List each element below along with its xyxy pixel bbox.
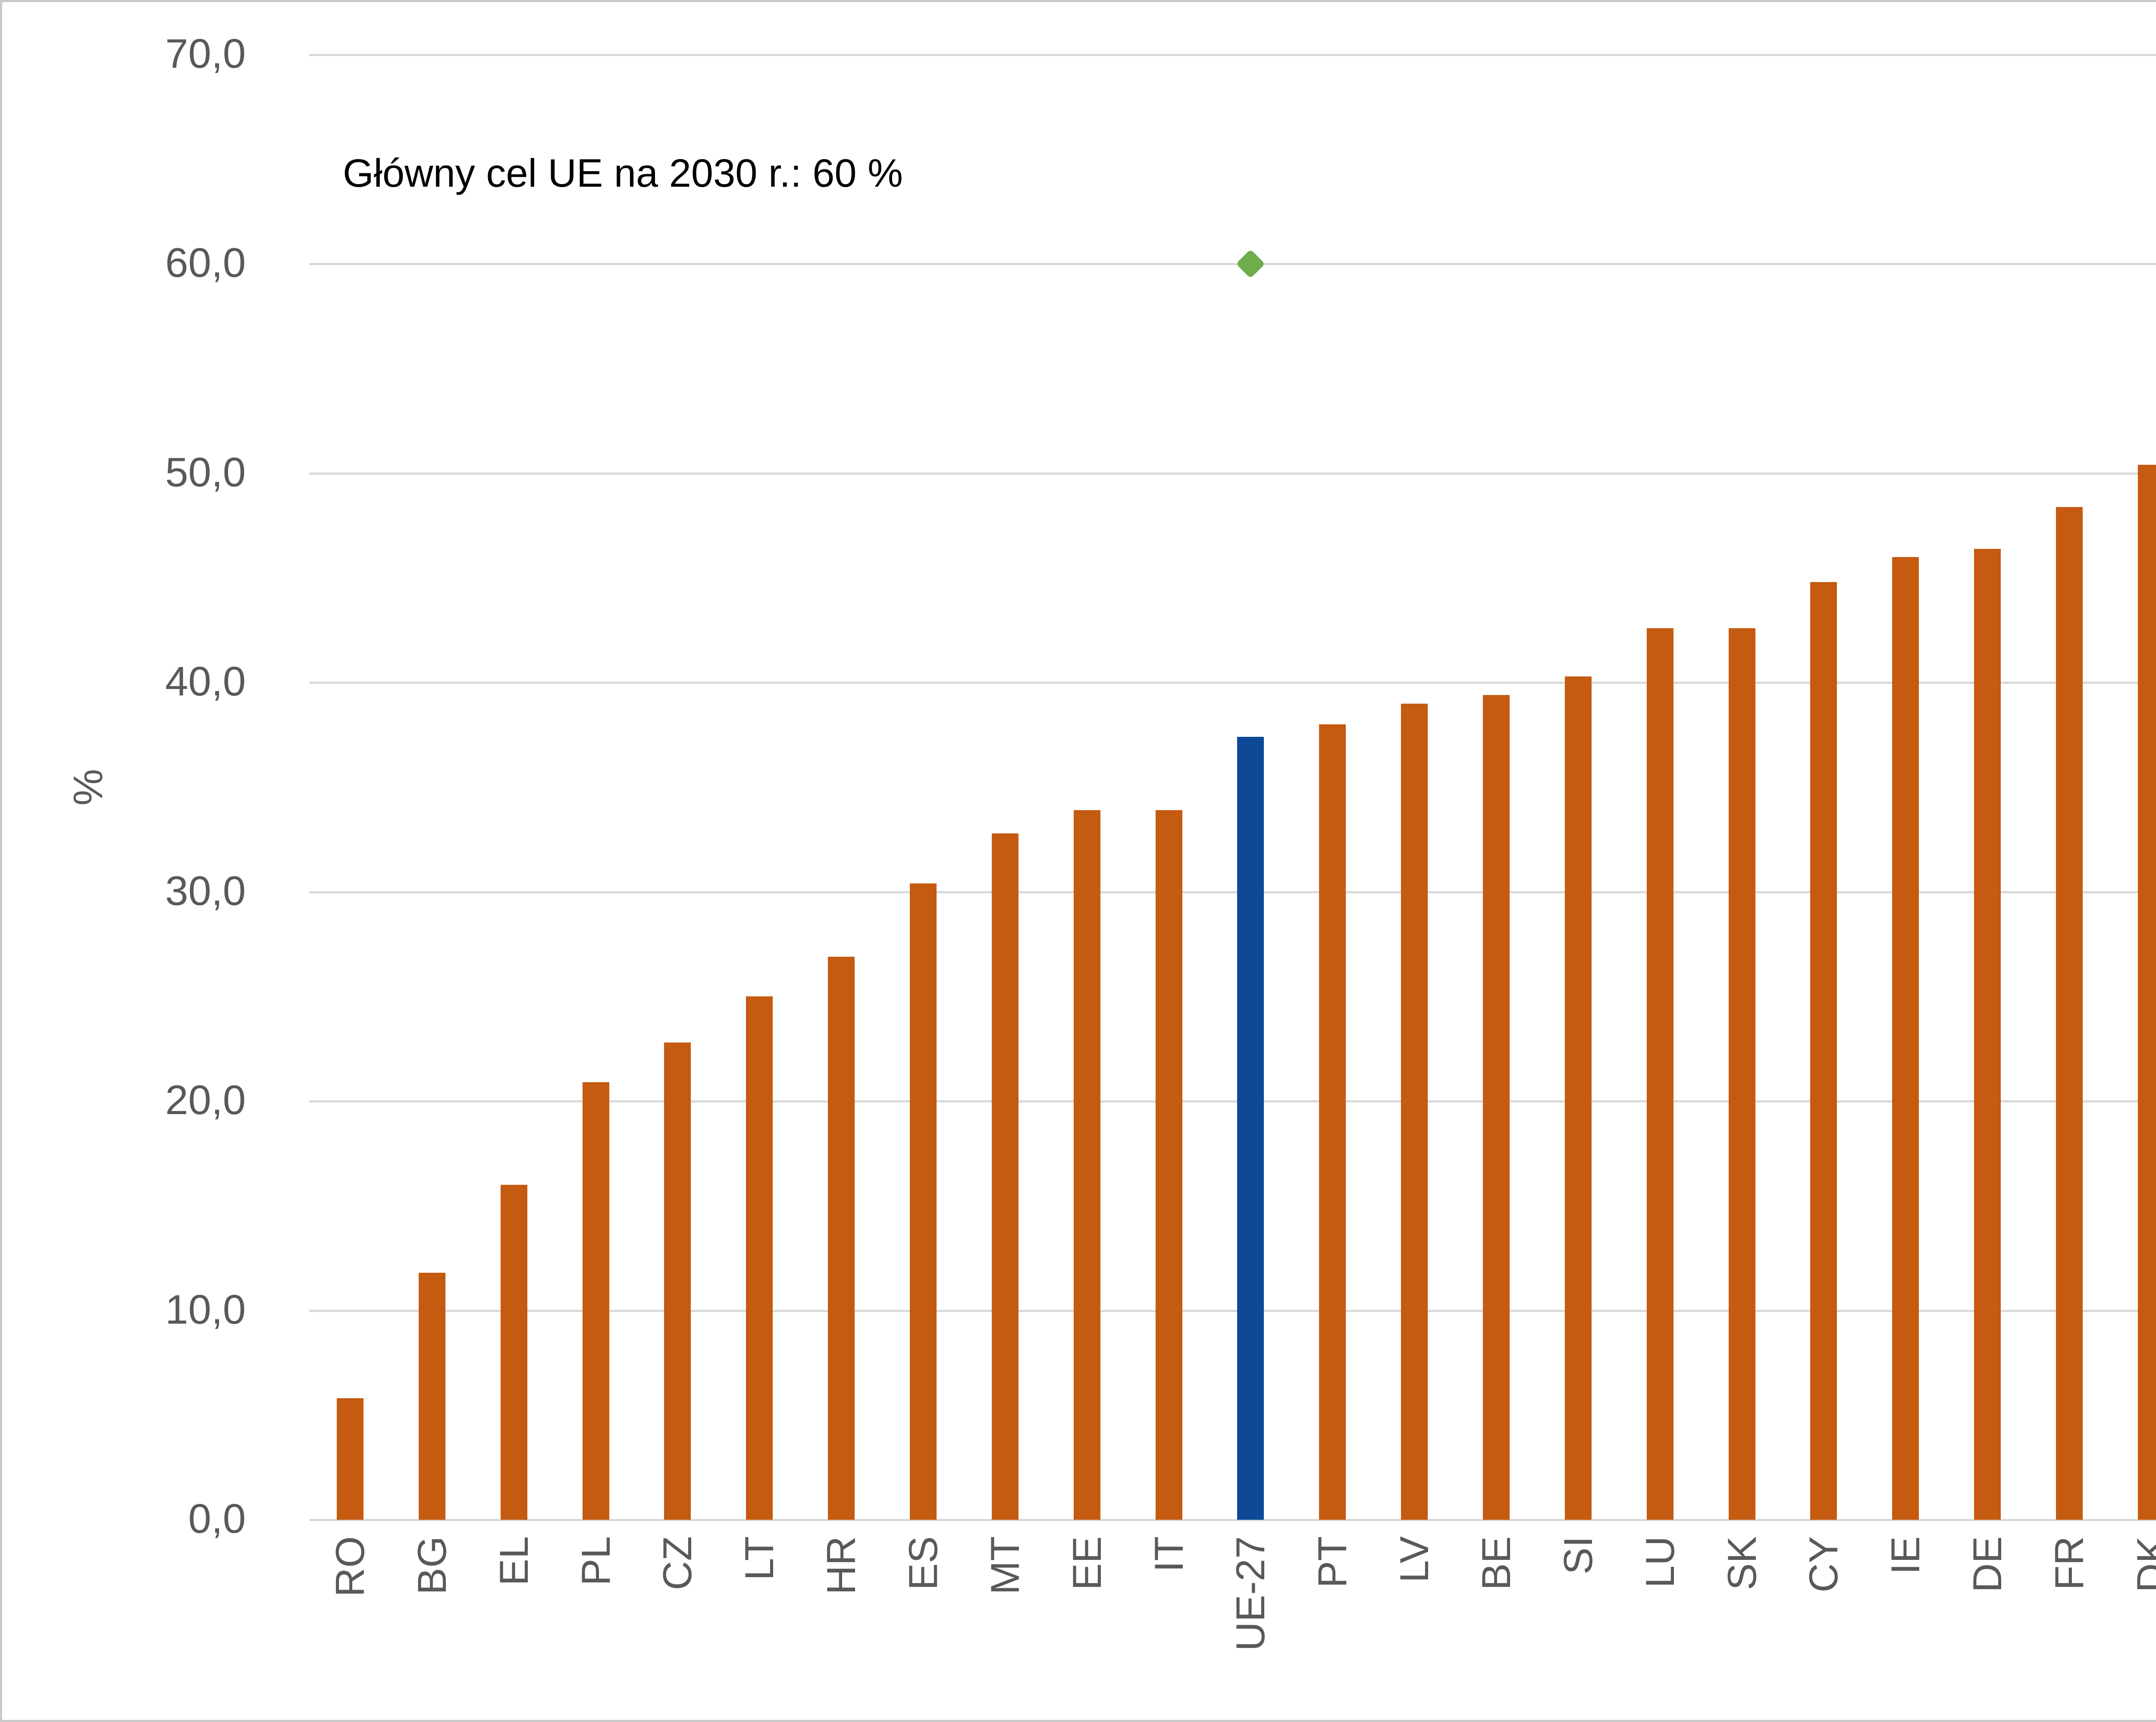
bar-HR [828,957,855,1520]
bar-PL [582,1082,609,1520]
x-label-PT: PT [1310,1536,1355,1588]
x-label-HR: HR [818,1536,864,1595]
bar-DK [2137,465,2156,1520]
x-label-MT: MT [982,1536,1028,1595]
bar-CZ [664,1043,691,1520]
bar-RO [336,1398,364,1520]
gridline-40 [309,682,2156,684]
y-tick-label-30: 30,0 [165,867,246,914]
bar-FR [2056,507,2083,1520]
x-label-CY: CY [1801,1536,1846,1593]
bar-LT [746,996,773,1520]
y-tick-label-50: 50,0 [165,449,246,495]
gridline-0 [309,1519,2156,1521]
x-label-ES: ES [900,1536,946,1591]
y-tick-label-10: 10,0 [165,1286,246,1333]
x-label-CZ: CZ [655,1536,700,1591]
bar-EE [1073,810,1100,1520]
gridline-70 [309,54,2156,56]
x-label-BG: BG [409,1536,454,1595]
target-marker-diamond-icon [1236,249,1266,279]
gridline-60 [309,263,2156,266]
bar-BE [1482,695,1510,1520]
x-label-SK: SK [1719,1536,1764,1591]
x-label-LV: LV [1391,1536,1437,1583]
bar-PT [1319,724,1346,1520]
x-label-LT: LT [736,1536,782,1581]
x-label-DE: DE [1965,1536,2010,1593]
gridline-30 [309,891,2156,893]
bar-LV [1401,703,1428,1520]
bar-LU [1646,628,1673,1520]
bar-IE [1892,557,1919,1520]
gridline-10 [309,1309,2156,1312]
x-label-RO: RO [327,1536,373,1597]
y-tick-label-0: 0,0 [188,1496,246,1542]
bar-MT [991,833,1018,1520]
y-tick-label-20: 20,0 [165,1077,246,1124]
gridline-20 [309,1100,2156,1103]
bar-SK [1728,628,1755,1520]
x-label-PL: PL [573,1536,618,1586]
x-label-IE: IE [1883,1536,1928,1575]
x-label-EL: EL [491,1536,536,1586]
y-tick-label-60: 60,0 [165,240,246,286]
bar-CY [1810,582,1837,1520]
bar-UE-27 [1237,737,1264,1520]
x-label-LU: LU [1637,1536,1683,1588]
bar-ES [909,883,937,1520]
bar-EL [500,1185,527,1520]
gridline-50 [309,472,2156,475]
x-label-BE: BE [1473,1536,1519,1591]
bar-BG [418,1273,445,1520]
x-label-UE-27: UE-27 [1228,1536,1273,1651]
y-axis-title: % [65,769,111,806]
chart-annotation-eu-target: Główny cel UE na 2030 r.: 60 % [343,151,903,195]
bar-DE [1974,548,2001,1520]
bar-IT [1155,810,1182,1520]
x-label-EE: EE [1064,1536,1109,1591]
x-label-SI: SI [1555,1536,1601,1575]
y-tick-label-70: 70,0 [165,31,246,77]
y-tick-label-40: 40,0 [165,658,246,705]
bar-SI [1564,676,1592,1520]
x-label-IT: IT [1146,1536,1191,1572]
x-label-FR: FR [2046,1536,2092,1591]
x-label-DK: DK [2128,1536,2156,1593]
